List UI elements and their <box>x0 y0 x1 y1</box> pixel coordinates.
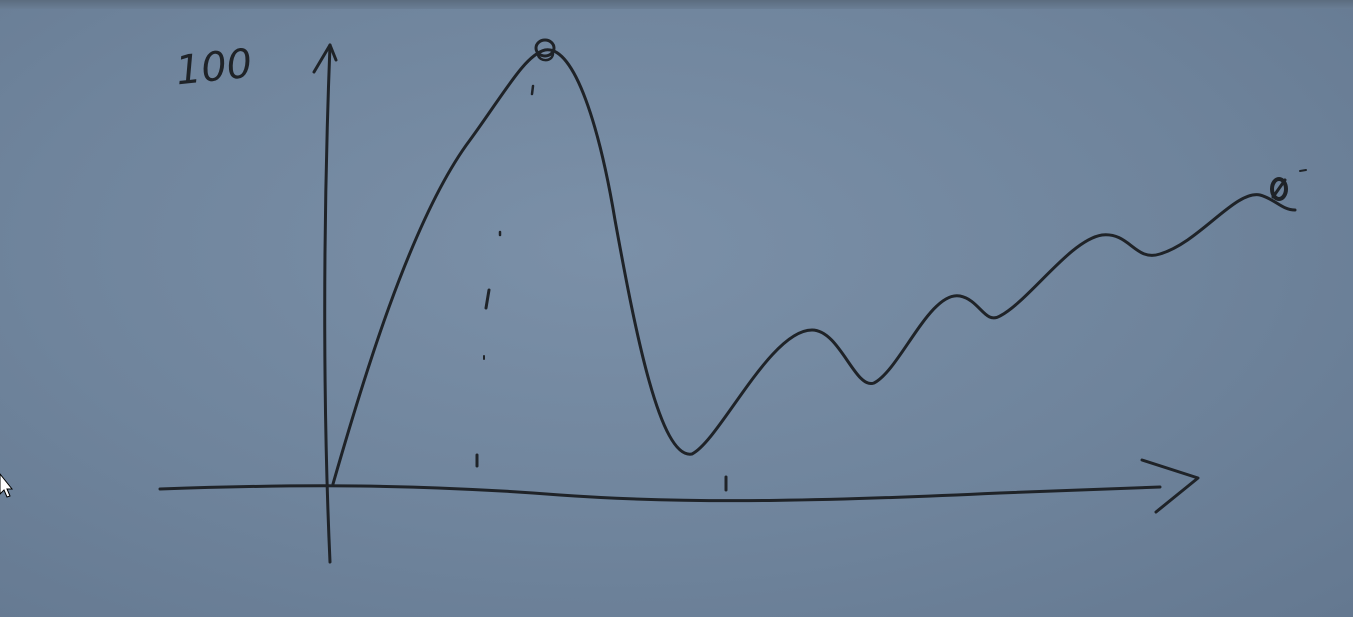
end-marker-dash <box>1299 169 1307 172</box>
x-axis-arrowhead <box>1140 458 1200 514</box>
peak-guide-dashes <box>475 84 535 468</box>
mouse-cursor-icon <box>0 473 14 498</box>
peak-marker-scribble <box>536 52 555 62</box>
end-marker-slash <box>1271 178 1287 199</box>
y-axis <box>323 43 332 564</box>
top-edge <box>0 0 1353 9</box>
peak-marker <box>534 38 556 58</box>
end-marker <box>1270 177 1288 201</box>
y-axis-label: 100 <box>174 41 255 95</box>
y-axis-arrowhead <box>312 43 338 74</box>
x-axis <box>158 484 1162 503</box>
data-curve <box>331 48 1297 486</box>
